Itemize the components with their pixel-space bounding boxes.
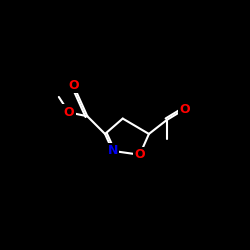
Text: O: O — [179, 103, 190, 116]
Text: O: O — [68, 79, 79, 92]
Text: N: N — [108, 144, 118, 158]
Text: O: O — [134, 148, 145, 161]
Text: O: O — [64, 106, 74, 119]
